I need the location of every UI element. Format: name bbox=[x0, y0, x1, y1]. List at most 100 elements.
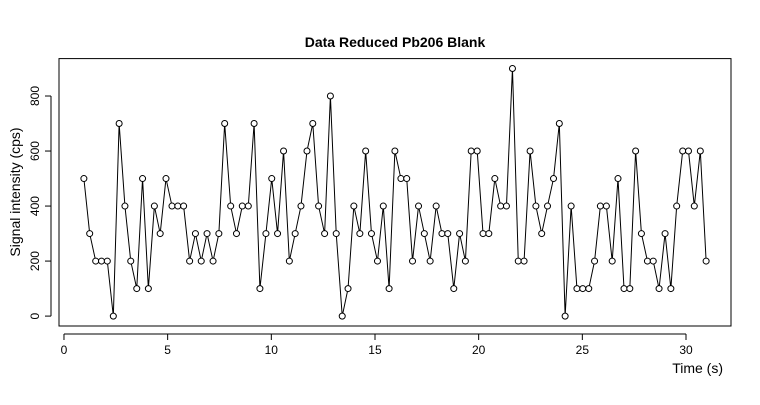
data-point bbox=[432, 202, 440, 210]
data-point bbox=[356, 230, 364, 238]
data-point bbox=[268, 175, 276, 183]
data-point bbox=[502, 202, 510, 210]
data-point bbox=[591, 257, 599, 265]
x-tick-label: 10 bbox=[265, 343, 279, 357]
data-point bbox=[227, 202, 235, 210]
data-point bbox=[690, 202, 698, 210]
data-point bbox=[338, 312, 346, 320]
data-point bbox=[409, 257, 417, 265]
data-point bbox=[115, 120, 123, 128]
data-point bbox=[508, 65, 516, 73]
data-point bbox=[326, 92, 334, 100]
data-point bbox=[649, 257, 657, 265]
data-point bbox=[673, 202, 681, 210]
data-point bbox=[256, 285, 264, 293]
data-point bbox=[538, 230, 546, 238]
data-point bbox=[332, 230, 340, 238]
y-tick-label: 0 bbox=[28, 312, 42, 319]
data-point bbox=[385, 285, 393, 293]
y-tick-label: 800 bbox=[28, 86, 42, 106]
data-point bbox=[133, 285, 141, 293]
data-point bbox=[162, 175, 170, 183]
data-point bbox=[92, 257, 100, 265]
data-point bbox=[315, 202, 323, 210]
data-point bbox=[80, 175, 88, 183]
data-point bbox=[596, 202, 604, 210]
data-point bbox=[497, 202, 505, 210]
x-tick-label: 5 bbox=[164, 343, 171, 357]
data-point bbox=[303, 147, 311, 155]
x-tick-label: 30 bbox=[679, 343, 693, 357]
data-point bbox=[221, 120, 229, 128]
y-tick-label: 600 bbox=[28, 141, 42, 161]
data-point bbox=[209, 257, 217, 265]
data-point bbox=[438, 230, 446, 238]
data-point bbox=[367, 230, 375, 238]
data-point bbox=[444, 230, 452, 238]
data-point bbox=[156, 230, 164, 238]
data-point bbox=[620, 285, 628, 293]
data-point bbox=[280, 147, 288, 155]
data-point bbox=[379, 202, 387, 210]
data-point bbox=[456, 230, 464, 238]
data-point bbox=[238, 202, 246, 210]
data-point bbox=[391, 147, 399, 155]
data-point bbox=[291, 230, 299, 238]
data-point bbox=[403, 175, 411, 183]
y-axis-label: Signal intensity (cps) bbox=[7, 127, 23, 256]
data-point bbox=[309, 120, 317, 128]
data-point bbox=[632, 147, 640, 155]
data-point bbox=[608, 257, 616, 265]
data-point bbox=[174, 202, 182, 210]
data-point bbox=[250, 120, 258, 128]
data-point bbox=[544, 202, 552, 210]
data-point bbox=[139, 175, 147, 183]
data-point bbox=[362, 147, 370, 155]
data-point bbox=[186, 257, 194, 265]
data-point bbox=[98, 257, 106, 265]
data-point bbox=[561, 312, 569, 320]
plot-frame bbox=[58, 58, 732, 327]
chart-title: Data Reduced Pb206 Blank bbox=[305, 34, 486, 50]
data-point bbox=[180, 202, 188, 210]
data-point bbox=[191, 230, 199, 238]
data-point bbox=[637, 230, 645, 238]
data-point bbox=[109, 312, 117, 320]
data-point bbox=[485, 230, 493, 238]
data-point bbox=[420, 230, 428, 238]
data-point bbox=[655, 285, 663, 293]
data-point bbox=[526, 147, 534, 155]
data-point bbox=[567, 202, 575, 210]
data-point bbox=[555, 120, 563, 128]
data-point bbox=[197, 257, 205, 265]
data-point bbox=[350, 202, 358, 210]
data-point bbox=[127, 257, 135, 265]
data-point bbox=[415, 202, 423, 210]
y-tick-label: 400 bbox=[28, 196, 42, 216]
data-point bbox=[461, 257, 469, 265]
data-point bbox=[473, 147, 481, 155]
x-tick-label: 25 bbox=[576, 343, 590, 357]
data-point bbox=[626, 285, 634, 293]
data-point bbox=[285, 257, 293, 265]
data-point bbox=[585, 285, 593, 293]
data-point bbox=[321, 230, 329, 238]
data-point bbox=[215, 230, 223, 238]
data-point bbox=[397, 175, 405, 183]
data-point bbox=[344, 285, 352, 293]
data-point bbox=[643, 257, 651, 265]
data-point bbox=[297, 202, 305, 210]
data-point bbox=[168, 202, 176, 210]
x-tick-label: 0 bbox=[61, 343, 68, 357]
data-point bbox=[479, 230, 487, 238]
data-point bbox=[579, 285, 587, 293]
data-point bbox=[696, 147, 704, 155]
data-point bbox=[121, 202, 129, 210]
y-tick-label: 200 bbox=[28, 251, 42, 271]
data-point bbox=[232, 230, 240, 238]
data-point bbox=[573, 285, 581, 293]
data-point bbox=[467, 147, 475, 155]
data-point bbox=[491, 175, 499, 183]
